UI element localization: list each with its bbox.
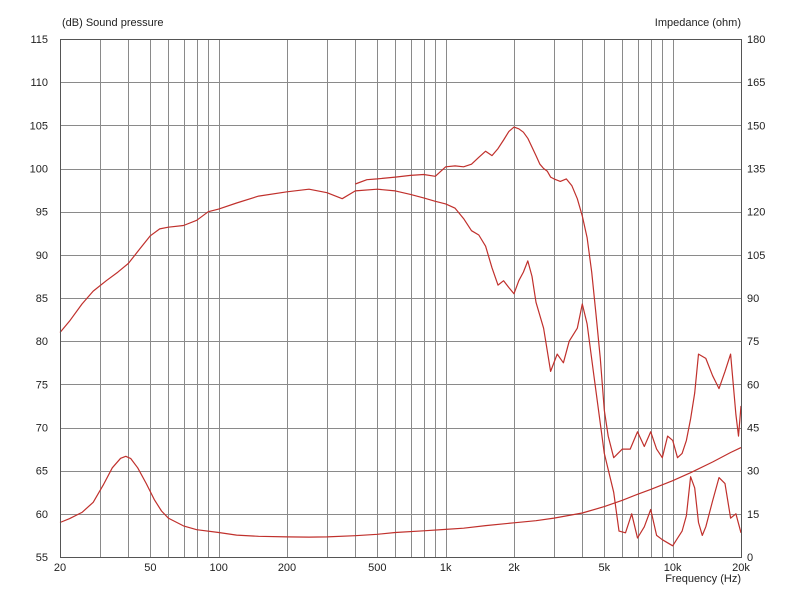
y-right-tick-label: 75 (747, 336, 759, 348)
y-left-tick-label: 95 (36, 207, 48, 219)
grid (60, 39, 742, 558)
y-right-tick-label: 0 (747, 552, 753, 564)
y-left-tick-label: 55 (36, 552, 48, 564)
y-right-tick-label: 60 (747, 379, 759, 391)
y-right-tick-label: 105 (747, 250, 765, 262)
y-left-tick-label: 80 (36, 336, 48, 348)
y-left-tick-label: 115 (30, 34, 48, 46)
y-left-tick-label: 75 (36, 379, 48, 391)
x-tick-label: 100 (209, 562, 227, 574)
x-tick-label: 5k (599, 562, 611, 574)
series-group (59, 126, 742, 547)
y-right-tick-label: 165 (747, 77, 765, 89)
x-tick-label: 500 (368, 562, 386, 574)
y-left-tick-label: 85 (36, 293, 48, 305)
y-right-tick-label: 45 (747, 423, 759, 435)
y-right-tick-label: 150 (747, 120, 765, 132)
y-right-tick-label: 180 (747, 34, 765, 46)
x-tick-label: 1k (440, 562, 452, 574)
y-left-tick-label: 110 (30, 77, 48, 89)
x-tick-label: 10k (664, 562, 682, 574)
series-line-1 (59, 188, 742, 547)
y-right-tick-label: 120 (747, 207, 765, 219)
axes-frame (60, 39, 742, 558)
x-tick-label: 20k (732, 562, 750, 574)
y-left-tick-label: 90 (36, 250, 48, 262)
y-right-tick-label: 15 (747, 509, 759, 521)
y-right-tick-label: 30 (747, 466, 759, 478)
y-left-tick-label: 100 (30, 164, 48, 176)
y-right-tick-label: 135 (747, 164, 765, 176)
x-axis-title: Frequency (Hz) (665, 573, 741, 585)
tick-labels: 20 50 100 200 500 1k 2k 5k 10k 20k 115 110 105 100 95 9… (30, 34, 766, 574)
y-left-tick-label: 65 (36, 466, 48, 478)
series-line-2 (355, 126, 742, 459)
y-left-tick-label: 60 (36, 509, 48, 521)
x-tick-label: 2k (508, 562, 520, 574)
x-tick-label: 20 (54, 562, 66, 574)
x-tick-label: 50 (144, 562, 156, 574)
plot-frame (60, 39, 742, 558)
y-left-tick-label: 105 (30, 120, 48, 132)
x-tick-label: 200 (278, 562, 296, 574)
series-line-3 (59, 447, 742, 538)
left-axis-title: (dB) Sound pressure (62, 17, 164, 29)
y-right-tick-label: 90 (747, 293, 759, 305)
right-axis-title: Impedance (ohm) (655, 17, 741, 29)
y-left-tick-label: 70 (36, 423, 48, 435)
